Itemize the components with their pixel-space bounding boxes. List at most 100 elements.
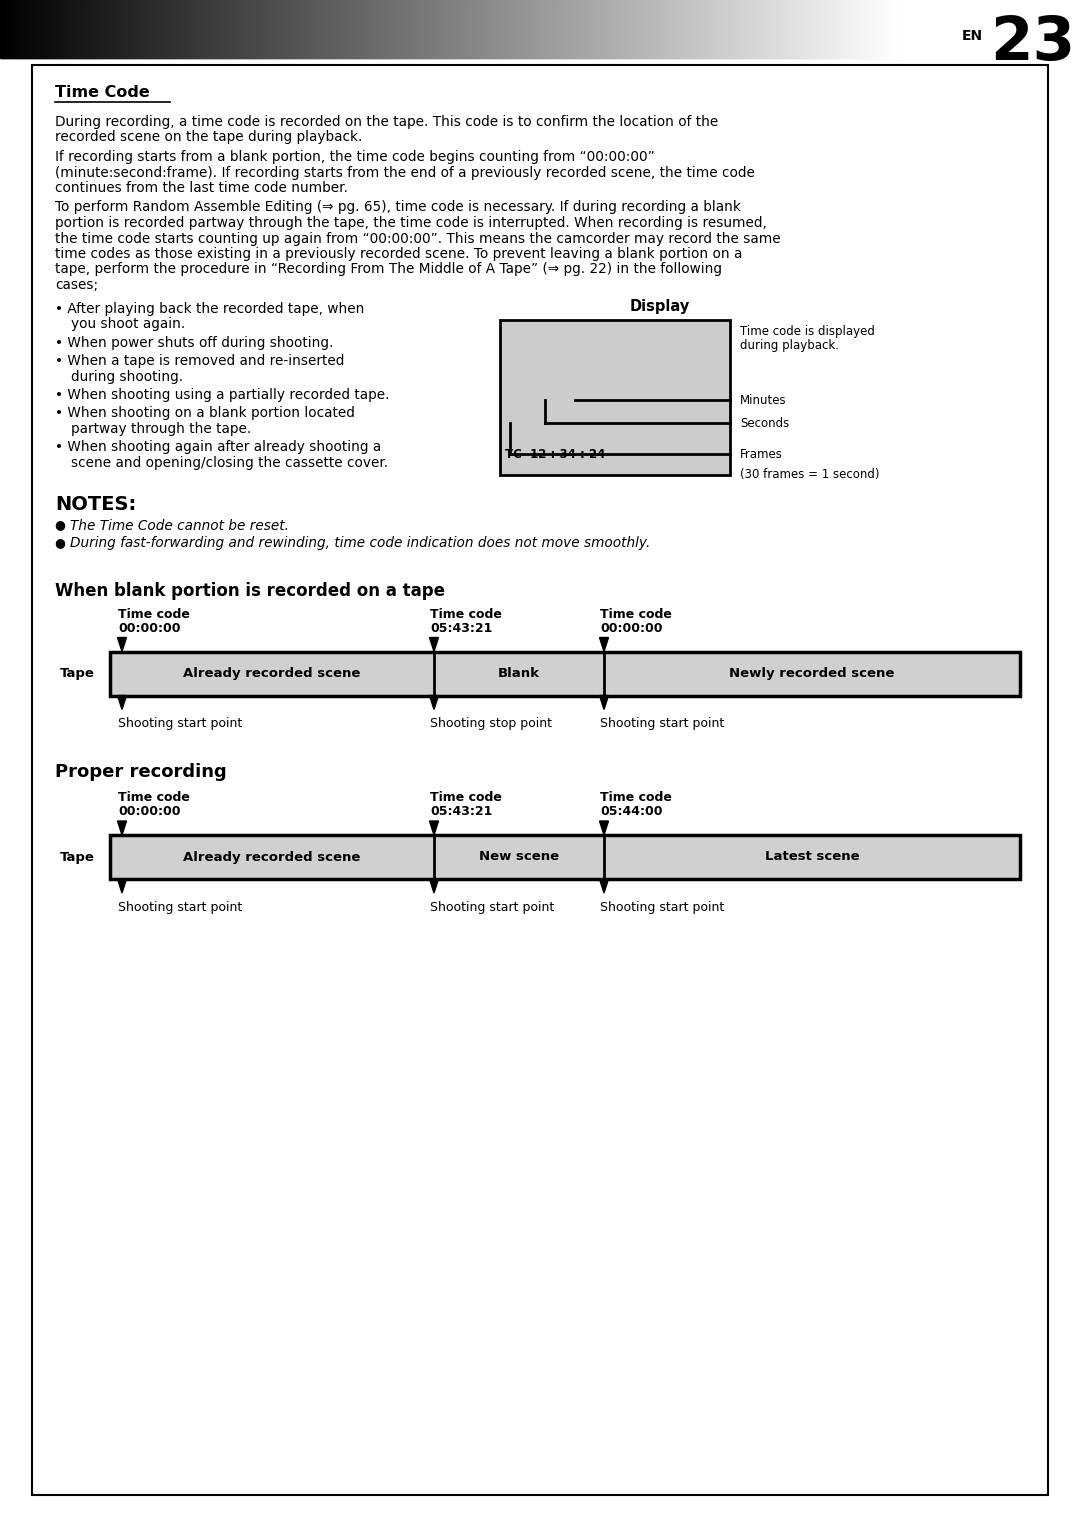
Bar — [313, 0, 315, 58]
Bar — [64, 0, 66, 58]
Bar — [393, 0, 395, 58]
Bar — [885, 0, 887, 58]
Bar — [37, 0, 39, 58]
Bar — [255, 0, 257, 58]
Bar — [295, 0, 297, 58]
Text: continues from the last time code number.: continues from the last time code number… — [55, 181, 348, 195]
Bar — [887, 0, 889, 58]
Bar — [225, 0, 227, 58]
Bar — [392, 0, 394, 58]
Bar — [75, 0, 76, 58]
Bar — [215, 0, 217, 58]
Bar — [791, 0, 793, 58]
Bar — [818, 0, 820, 58]
Bar — [351, 0, 353, 58]
Bar — [718, 0, 720, 58]
Bar — [360, 0, 362, 58]
Bar — [492, 0, 494, 58]
Text: The Time Code cannot be reset.: The Time Code cannot be reset. — [70, 518, 289, 532]
Bar — [638, 0, 640, 58]
Bar — [387, 0, 389, 58]
Bar — [573, 0, 575, 58]
Bar — [630, 0, 632, 58]
Bar — [658, 0, 660, 58]
Bar — [10, 0, 12, 58]
Bar — [623, 0, 625, 58]
Bar — [826, 0, 828, 58]
Bar — [518, 0, 519, 58]
Text: During fast-forwarding and rewinding, time code indication does not move smoothl: During fast-forwarding and rewinding, ti… — [70, 537, 650, 550]
Bar — [318, 0, 320, 58]
Bar — [710, 0, 712, 58]
Bar — [308, 0, 310, 58]
Bar — [50, 0, 52, 58]
Bar — [175, 0, 177, 58]
Bar — [419, 0, 421, 58]
Bar — [464, 0, 465, 58]
Text: Time code: Time code — [118, 607, 190, 621]
Bar — [105, 0, 107, 58]
Text: the time code starts counting up again from “00:00:00”. This means the camcorder: the time code starts counting up again f… — [55, 231, 781, 245]
Bar — [238, 0, 240, 58]
Bar — [895, 0, 897, 58]
Bar — [694, 0, 696, 58]
Bar — [352, 0, 354, 58]
Text: 00:00:00: 00:00:00 — [118, 805, 180, 819]
Bar — [774, 0, 777, 58]
Bar — [165, 0, 167, 58]
Bar — [553, 0, 555, 58]
Bar — [210, 0, 211, 58]
Bar — [474, 0, 476, 58]
Bar — [316, 0, 318, 58]
Bar — [379, 0, 381, 58]
Text: Minutes: Minutes — [740, 394, 786, 406]
Bar — [310, 0, 312, 58]
Bar — [438, 0, 440, 58]
Bar — [309, 0, 311, 58]
Bar — [30, 0, 32, 58]
Bar — [118, 0, 120, 58]
Bar — [107, 0, 109, 58]
Bar — [637, 0, 639, 58]
Bar — [98, 0, 100, 58]
Bar — [346, 0, 348, 58]
Bar — [512, 0, 514, 58]
Bar — [367, 0, 369, 58]
Bar — [237, 0, 239, 58]
Bar — [561, 0, 562, 58]
Bar — [271, 0, 273, 58]
Bar — [640, 0, 642, 58]
Bar — [355, 0, 357, 58]
Bar — [363, 0, 365, 58]
Bar — [781, 0, 783, 58]
Bar — [319, 0, 321, 58]
Bar — [801, 0, 804, 58]
Bar — [6, 0, 9, 58]
Bar — [380, 0, 382, 58]
Bar — [218, 0, 220, 58]
Bar — [765, 0, 767, 58]
Bar — [251, 0, 253, 58]
Bar — [782, 0, 784, 58]
Bar — [293, 0, 295, 58]
Bar — [312, 0, 314, 58]
Bar — [184, 0, 186, 58]
Bar — [890, 0, 892, 58]
Polygon shape — [430, 696, 438, 710]
Bar — [121, 0, 123, 58]
Bar — [56, 0, 58, 58]
Bar — [829, 0, 831, 58]
Bar — [71, 0, 73, 58]
Bar — [478, 0, 480, 58]
Bar — [456, 0, 458, 58]
Bar — [846, 0, 848, 58]
Bar — [97, 0, 99, 58]
Bar — [339, 0, 341, 58]
Text: cases;: cases; — [55, 277, 98, 291]
Bar — [81, 0, 83, 58]
Bar — [675, 0, 677, 58]
Bar — [177, 0, 179, 58]
Bar — [137, 0, 139, 58]
Bar — [333, 0, 335, 58]
Bar — [300, 0, 302, 58]
